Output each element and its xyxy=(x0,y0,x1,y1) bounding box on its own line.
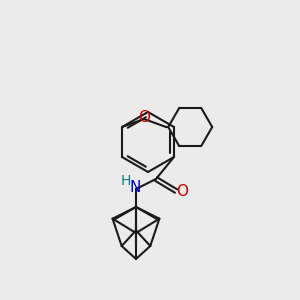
Text: O: O xyxy=(138,110,150,125)
Text: O: O xyxy=(176,184,188,199)
Text: N: N xyxy=(129,181,141,196)
Text: H: H xyxy=(121,174,131,188)
